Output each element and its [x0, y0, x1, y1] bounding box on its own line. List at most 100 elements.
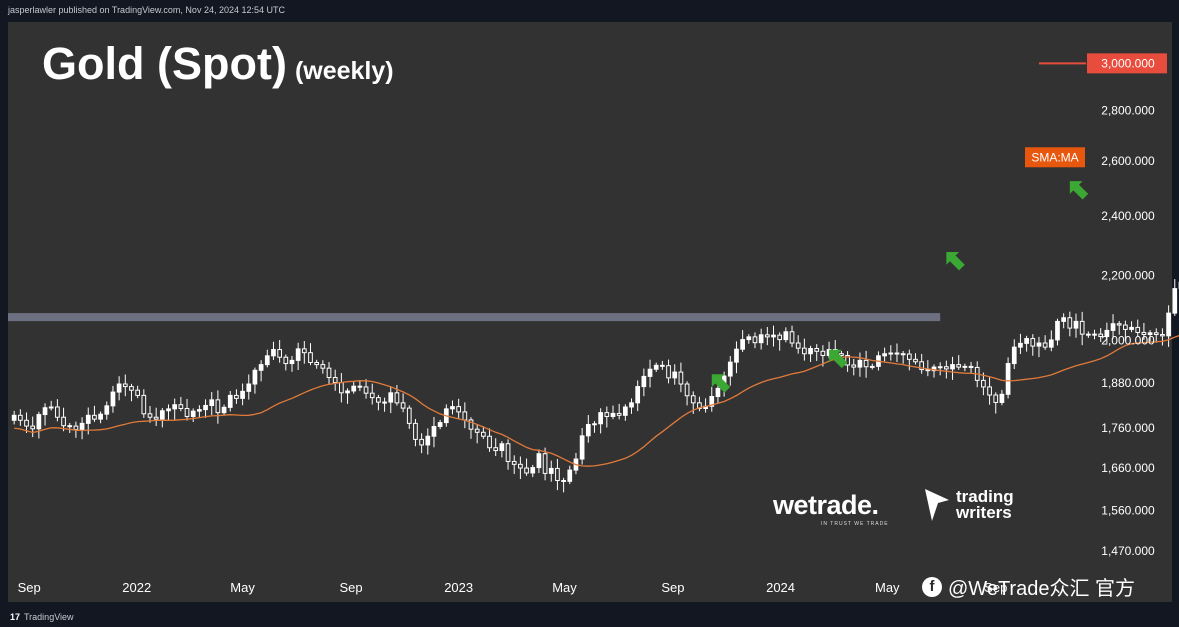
candle-up	[351, 385, 357, 392]
publisher-line: jasperlawler published on TradingView.co…	[8, 5, 285, 15]
candle-up	[190, 410, 196, 417]
candle-up	[227, 394, 233, 408]
candle-down	[462, 411, 468, 421]
x-tick-label: Sep	[984, 580, 1007, 595]
candle-up	[104, 405, 110, 415]
candle-down	[92, 414, 97, 420]
candle-up	[36, 414, 42, 430]
candle-up	[85, 414, 91, 424]
candle-up	[641, 375, 647, 388]
candle-down	[802, 347, 807, 355]
candle-down	[474, 428, 480, 433]
candle-up	[1092, 333, 1097, 336]
candle-up	[771, 334, 776, 338]
candle-down	[67, 425, 73, 428]
candle-up	[450, 406, 455, 410]
candle-down	[357, 385, 363, 388]
price-badge-3000	[1087, 53, 1167, 74]
candle-down	[505, 443, 511, 462]
candle-up	[1018, 342, 1023, 348]
y-tick-label: 2,600.000	[1101, 154, 1155, 168]
candle-up	[1073, 320, 1079, 329]
candle-down	[468, 419, 474, 430]
candle-down	[542, 453, 548, 474]
candle-down	[956, 364, 962, 368]
y-tick-label: 1,760.000	[1101, 421, 1155, 435]
candle-up	[1172, 288, 1178, 314]
candle-down	[561, 479, 566, 482]
candle-up	[1055, 320, 1060, 341]
candle-down	[944, 366, 949, 370]
candle-up	[536, 453, 542, 469]
candle-up	[437, 422, 443, 427]
candle-down	[73, 425, 79, 431]
candle-down	[1030, 338, 1036, 347]
candle-up	[382, 401, 387, 404]
candle-down	[487, 435, 492, 449]
sma-badge-label: SMA:MA	[1031, 150, 1078, 164]
chart-title-block: Gold (Spot) (weekly)	[42, 38, 394, 90]
candle-up	[1005, 363, 1011, 395]
candle-down	[184, 407, 190, 417]
tradingview-footer: 17 TradingView	[10, 612, 74, 622]
candle-down	[906, 353, 912, 360]
candle-down	[789, 331, 795, 344]
candle-down	[919, 361, 925, 371]
candle-down	[678, 371, 684, 385]
candle-up	[962, 365, 968, 368]
candle-up	[203, 404, 208, 411]
candle-down	[234, 394, 239, 399]
candle-down	[376, 397, 381, 403]
candle-up	[116, 383, 122, 393]
tradingview-icon: 17	[10, 612, 21, 622]
candle-up	[209, 399, 215, 406]
candle-up	[740, 339, 745, 350]
candle-up	[734, 348, 739, 363]
x-tick-label: 2023	[444, 580, 473, 595]
candle-down	[141, 394, 147, 415]
candle-up	[622, 406, 628, 416]
y-tick-label: 2,800.000	[1101, 104, 1155, 118]
candle-up	[425, 435, 431, 446]
candle-down	[369, 392, 375, 399]
candle-up	[937, 366, 943, 369]
candle-down	[1141, 331, 1147, 335]
candle-down	[660, 364, 665, 367]
candle-down	[332, 376, 338, 384]
candle-up	[240, 390, 245, 399]
candle-up	[246, 383, 252, 392]
candle-up	[1036, 342, 1042, 347]
candle-down	[24, 419, 29, 427]
candle-up	[709, 396, 715, 407]
candle-down	[326, 367, 332, 378]
trading-writers-line2: writers	[956, 503, 1012, 522]
candle-down	[900, 353, 906, 356]
x-tick-label: 2022	[122, 580, 151, 595]
candle-down	[135, 389, 140, 396]
candle-up	[1104, 329, 1110, 338]
candle-down	[524, 467, 529, 474]
candle-up	[98, 413, 103, 420]
candle-up	[888, 352, 894, 355]
candle-up	[159, 410, 165, 420]
sma-line	[14, 334, 1179, 467]
support-arrow	[1069, 181, 1089, 200]
facebook-icon: f	[922, 576, 942, 597]
candle-up	[1147, 332, 1153, 335]
candle-down	[406, 407, 412, 424]
candle-down	[153, 416, 159, 420]
candle-down	[814, 348, 820, 352]
candle-down	[122, 383, 128, 388]
x-tick-label: May	[875, 580, 900, 595]
candle-down	[413, 422, 418, 440]
candle-up	[530, 467, 536, 474]
wetrade-logo-tagline: IN TRUST WE TRADE	[821, 521, 889, 527]
candle-up	[672, 371, 678, 379]
candle-down	[1098, 333, 1104, 338]
candle-up	[1110, 323, 1116, 331]
sma-badge	[1025, 147, 1085, 168]
candle-down	[147, 413, 153, 418]
candle-down	[894, 352, 900, 355]
plot-area[interactable]: 3,000.000 2,800.000 2,600.000 2,400.000 2,20…	[8, 53, 1179, 595]
